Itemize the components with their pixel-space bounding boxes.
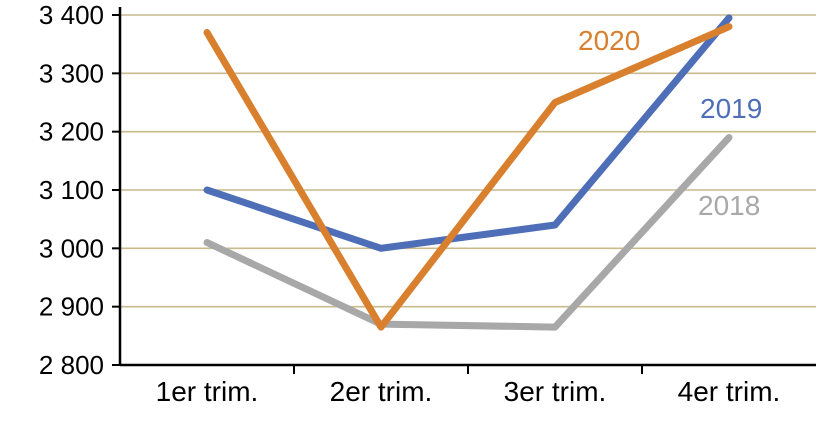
y-tick-label: 3 100 [39,175,104,205]
series-label-2019: 2019 [700,93,762,124]
y-tick-label: 3 400 [39,0,104,30]
x-category-label: 2er trim. [330,376,433,407]
series-label-2018: 2018 [698,190,760,221]
x-category-label: 3er trim. [504,376,607,407]
series-label-2020: 2020 [578,25,640,56]
series-line-2020 [203,23,733,331]
y-tick-label: 3 000 [39,233,104,263]
y-tick-label: 2 900 [39,292,104,322]
y-tick-label: 3 200 [39,117,104,147]
series-line-2018 [203,134,733,331]
x-category-label: 1er trim. [156,376,259,407]
y-tick-label: 3 300 [39,58,104,88]
x-category-label: 4er trim. [678,376,781,407]
y-tick-label: 2 800 [39,350,104,380]
series-line-2019 [203,14,733,252]
